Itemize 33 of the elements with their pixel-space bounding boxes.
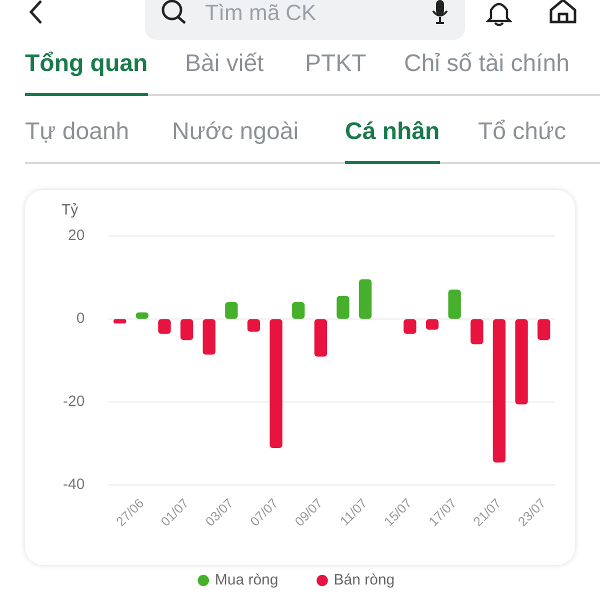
bar [470,319,484,344]
text: Cá nhân [345,118,440,146]
y-tick-label: 20 [68,227,85,244]
text: Tự doanh [25,118,130,146]
text: Bài viết [185,50,264,78]
text: Tổng quan [25,50,148,78]
y-axis-title: Tỷ [62,202,79,219]
bar [270,319,282,448]
bar [336,296,350,319]
bar [515,319,528,404]
text: Tổ chức [478,118,566,146]
bar [492,319,506,462]
bar [448,290,461,319]
bar [426,319,439,330]
text: Chỉ số tài chính [404,50,570,78]
y-tick-label: -20 [62,393,85,410]
bar [202,319,216,355]
legend-label: Mua ròng [214,572,278,589]
y-tick-label: -40 [62,476,85,494]
bar [158,319,171,334]
bar [180,319,194,340]
bar [292,302,305,319]
bar [314,319,328,357]
bar [247,319,260,332]
text: Nước ngoài [172,118,299,146]
legend-label: Bán ròng [334,572,395,589]
bar [538,319,550,340]
text: PTKT [305,50,366,78]
bar [404,319,416,334]
bar [225,302,238,319]
y-tick-label: 0 [76,310,85,328]
bar [358,279,372,319]
text: Tìm mã CK [205,0,316,26]
